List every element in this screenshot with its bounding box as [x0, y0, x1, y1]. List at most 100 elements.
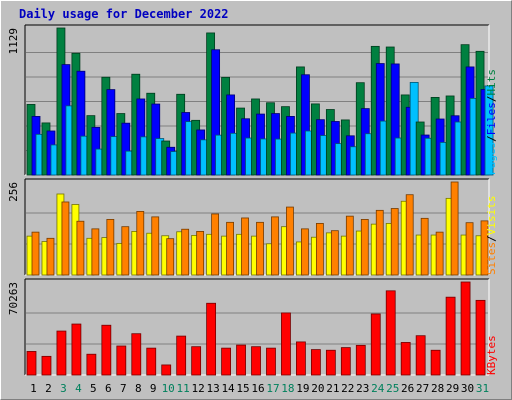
bar-sites-day-23: [360, 219, 369, 276]
bar-sites-day-4: [76, 220, 85, 276]
bar-kbytes-day-4: [71, 323, 82, 376]
bar-kbytes-day-3: [56, 330, 67, 376]
bar-sites-day-24: [375, 209, 384, 276]
bar-kbytes-day-24: [370, 313, 381, 376]
legend-hits-files-pages: Pages/Files/Hits: [485, 69, 498, 175]
bar-kbytes-day-13: [206, 302, 217, 376]
bar-sites-day-30: [465, 222, 474, 276]
legend-separator: /: [485, 235, 498, 242]
legend-kbytes: KBytes: [485, 335, 498, 375]
bar-sites-day-9: [151, 216, 160, 276]
bar-kbytes-day-6: [101, 324, 112, 376]
y-max-label: 1129: [7, 28, 20, 55]
x-tick-label-day-18: 18: [281, 382, 294, 395]
bar-kbytes-day-26: [400, 342, 411, 376]
bar-sites-day-3: [61, 201, 70, 276]
bar-sites-day-19: [301, 228, 309, 276]
bar-sites-day-7: [121, 226, 130, 276]
bar-sites-day-1: [31, 231, 40, 276]
x-tick-label-day-6: 6: [105, 382, 112, 395]
legend-kbytes: KBytes: [485, 335, 498, 375]
bar-sites-day-22: [345, 215, 354, 276]
x-tick-label-day-28: 28: [431, 382, 444, 395]
bar-kbytes-day-17: [266, 347, 276, 376]
panel-hits-files-pages: 1129 Pages/Files/Hits: [7, 24, 498, 176]
bar-sites-day-25: [390, 208, 399, 276]
legend-pages: Pages: [485, 142, 498, 175]
y-max-label: 70263: [7, 282, 20, 315]
x-tick-label-day-22: 22: [341, 382, 354, 395]
x-tick-label-day-29: 29: [446, 382, 459, 395]
bar-kbytes-day-31: [475, 299, 486, 376]
bar-kbytes-day-11: [176, 335, 187, 376]
bar-sites-day-6: [106, 219, 115, 276]
x-tick-label-day-2: 2: [45, 382, 52, 395]
x-tick-label-day-19: 19: [296, 382, 309, 395]
x-tick-label-day-1: 1: [30, 382, 37, 395]
legend-separator: /: [485, 135, 498, 142]
x-tick-label-day-5: 5: [90, 382, 97, 395]
x-tick-label-day-9: 9: [150, 382, 157, 395]
bar-kbytes-day-18: [281, 312, 291, 376]
bar-sites-day-10: [166, 238, 175, 276]
x-tick-label-day-17: 17: [266, 382, 279, 395]
x-tick-label-day-14: 14: [221, 382, 235, 395]
x-tick-label-day-7: 7: [120, 382, 127, 395]
bar-sites-day-28: [435, 231, 444, 276]
legend-sites: Sites: [485, 242, 498, 275]
bar-kbytes-day-28: [430, 349, 441, 376]
x-tick-label-day-3: 3: [60, 382, 67, 395]
x-tick-label-day-12: 12: [192, 382, 205, 395]
bar-kbytes-day-19: [296, 341, 306, 376]
bar-kbytes-day-2: [41, 355, 52, 376]
bar-sites-day-16: [256, 221, 264, 276]
x-tick-label-day-26: 26: [401, 382, 414, 395]
bar-sites-day-11: [181, 228, 190, 276]
bar-sites-day-15: [241, 217, 249, 276]
legend-files: Files: [485, 102, 498, 135]
bar-kbytes-day-7: [116, 345, 127, 376]
bar-sites-day-8: [136, 211, 145, 276]
bar-kbytes-day-16: [251, 346, 261, 376]
x-tick-label-day-25: 25: [386, 382, 399, 395]
legend-visits-sites: Sites/Visits: [485, 196, 498, 276]
bar-kbytes-day-8: [131, 333, 142, 376]
bar-kbytes-day-9: [146, 347, 157, 376]
bar-sites-day-5: [91, 228, 100, 276]
bar-sites-day-21: [330, 230, 339, 276]
bar-sites-day-27: [420, 217, 429, 276]
bar-kbytes-day-12: [191, 346, 202, 376]
x-tick-label-day-23: 23: [356, 382, 369, 395]
legend-separator: /: [485, 96, 498, 103]
bar-pages-day-31: [484, 85, 494, 176]
panel-kbytes: 70263 KBytes: [7, 278, 498, 376]
y-max-label: 256: [7, 182, 20, 202]
bar-sites-day-14: [226, 221, 234, 276]
x-tick-label-day-15: 15: [236, 382, 249, 395]
bar-sites-day-12: [196, 231, 205, 276]
x-tick-label-day-27: 27: [416, 382, 429, 395]
x-tick-label-day-13: 13: [206, 382, 219, 395]
bar-sites-day-13: [211, 213, 220, 276]
x-tick-label-day-16: 16: [251, 382, 264, 395]
bar-sites-day-26: [405, 194, 414, 276]
x-tick-label-day-11: 11: [177, 382, 190, 395]
legend-visits: Visits: [485, 196, 498, 236]
bar-kbytes-day-25: [385, 290, 396, 376]
bar-kbytes-day-27: [415, 335, 426, 376]
bar-kbytes-day-1: [26, 351, 37, 376]
x-tick-label-day-31: 31: [476, 382, 489, 395]
x-tick-label-day-8: 8: [135, 382, 142, 395]
bar-sites-day-17: [271, 216, 279, 276]
x-tick-label-day-30: 30: [461, 382, 474, 395]
bar-kbytes-day-20: [310, 349, 321, 376]
bar-sites-day-2: [46, 237, 55, 276]
x-tick-label-day-24: 24: [371, 382, 385, 395]
bar-sites-day-29: [450, 181, 459, 276]
bar-kbytes-day-23: [355, 344, 366, 376]
bar-kbytes-day-21: [325, 349, 336, 376]
bar-kbytes-day-15: [236, 344, 246, 376]
bar-kbytes-day-22: [340, 347, 351, 376]
bar-kbytes-day-5: [86, 353, 97, 376]
